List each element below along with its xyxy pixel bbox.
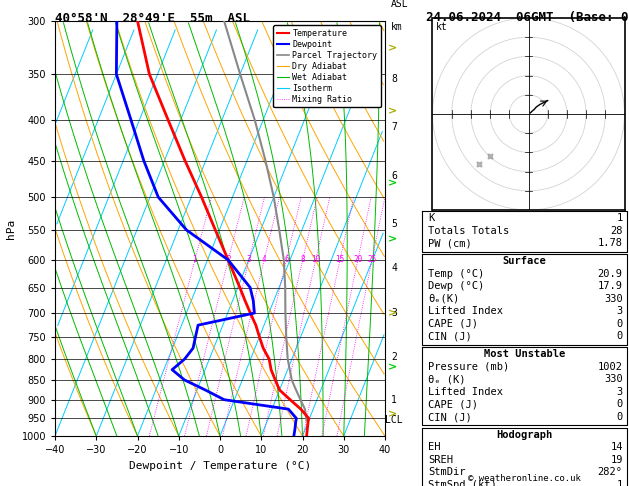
- Text: 3: 3: [616, 387, 623, 397]
- Text: ASL: ASL: [391, 0, 409, 9]
- Text: 19: 19: [610, 455, 623, 465]
- Text: 3: 3: [391, 308, 397, 318]
- Text: >: >: [388, 308, 398, 318]
- Text: 40°58'N  28°49'E  55m  ASL: 40°58'N 28°49'E 55m ASL: [55, 12, 250, 25]
- Text: 0: 0: [616, 331, 623, 342]
- Text: 2: 2: [226, 256, 231, 264]
- Y-axis label: hPa: hPa: [6, 218, 16, 239]
- Text: Totals Totals: Totals Totals: [428, 226, 509, 236]
- Text: 8: 8: [391, 74, 397, 84]
- Text: Lifted Index: Lifted Index: [428, 306, 503, 316]
- Text: >: >: [388, 363, 398, 373]
- Text: Pressure (mb): Pressure (mb): [428, 362, 509, 372]
- Text: StmDir: StmDir: [428, 468, 466, 477]
- Text: CAPE (J): CAPE (J): [428, 399, 479, 409]
- Text: Temp (°C): Temp (°C): [428, 269, 484, 279]
- Text: >: >: [388, 44, 398, 53]
- Text: km: km: [391, 22, 403, 32]
- Text: SREH: SREH: [428, 455, 454, 465]
- Text: 14: 14: [610, 442, 623, 452]
- Text: 1: 1: [616, 213, 623, 223]
- Text: EH: EH: [428, 442, 441, 452]
- Text: 2: 2: [391, 352, 397, 362]
- Text: 24.06.2024  06GMT  (Base: 06): 24.06.2024 06GMT (Base: 06): [426, 11, 629, 24]
- Text: 4: 4: [391, 263, 397, 274]
- Text: kt: kt: [437, 21, 448, 32]
- Text: >: >: [388, 178, 398, 188]
- Text: 330: 330: [604, 374, 623, 384]
- Text: 7: 7: [391, 122, 397, 132]
- Text: 1: 1: [616, 480, 623, 486]
- Text: 6: 6: [391, 171, 397, 181]
- Text: 25: 25: [367, 256, 377, 264]
- X-axis label: Dewpoint / Temperature (°C): Dewpoint / Temperature (°C): [129, 461, 311, 470]
- Text: CAPE (J): CAPE (J): [428, 319, 479, 329]
- Text: 330: 330: [604, 294, 623, 304]
- Text: 1: 1: [391, 395, 397, 405]
- Text: 0: 0: [616, 412, 623, 422]
- Text: 282°: 282°: [598, 468, 623, 477]
- Text: 6: 6: [284, 256, 289, 264]
- Text: LCL: LCL: [385, 416, 403, 425]
- Text: 28: 28: [610, 226, 623, 236]
- Text: 8: 8: [301, 256, 305, 264]
- Text: Dewp (°C): Dewp (°C): [428, 281, 484, 291]
- Legend: Temperature, Dewpoint, Parcel Trajectory, Dry Adiabat, Wet Adiabat, Isotherm, Mi: Temperature, Dewpoint, Parcel Trajectory…: [274, 25, 381, 107]
- Text: © weatheronline.co.uk: © weatheronline.co.uk: [468, 474, 581, 483]
- Text: 10: 10: [311, 256, 320, 264]
- Text: >: >: [388, 106, 398, 117]
- Text: θₑ(K): θₑ(K): [428, 294, 460, 304]
- Text: PW (cm): PW (cm): [428, 238, 472, 248]
- Text: Most Unstable: Most Unstable: [484, 349, 565, 359]
- Text: 15: 15: [335, 256, 345, 264]
- Text: 3: 3: [247, 256, 252, 264]
- Text: 4: 4: [262, 256, 267, 264]
- Text: Surface: Surface: [503, 256, 547, 266]
- Text: K: K: [428, 213, 435, 223]
- Text: CIN (J): CIN (J): [428, 331, 472, 342]
- Text: >: >: [388, 234, 398, 244]
- Text: Hodograph: Hodograph: [496, 430, 553, 440]
- Text: CIN (J): CIN (J): [428, 412, 472, 422]
- Text: θₑ (K): θₑ (K): [428, 374, 466, 384]
- Text: StmSpd (kt): StmSpd (kt): [428, 480, 497, 486]
- Text: 17.9: 17.9: [598, 281, 623, 291]
- Text: 1002: 1002: [598, 362, 623, 372]
- Text: 20: 20: [353, 256, 362, 264]
- Text: Lifted Index: Lifted Index: [428, 387, 503, 397]
- Text: 5: 5: [391, 219, 397, 228]
- Text: 1: 1: [192, 256, 198, 264]
- Text: >: >: [388, 410, 398, 420]
- Text: 20.9: 20.9: [598, 269, 623, 279]
- Text: 0: 0: [616, 399, 623, 409]
- Text: 1.78: 1.78: [598, 238, 623, 248]
- Text: 0: 0: [616, 319, 623, 329]
- Text: 3: 3: [616, 306, 623, 316]
